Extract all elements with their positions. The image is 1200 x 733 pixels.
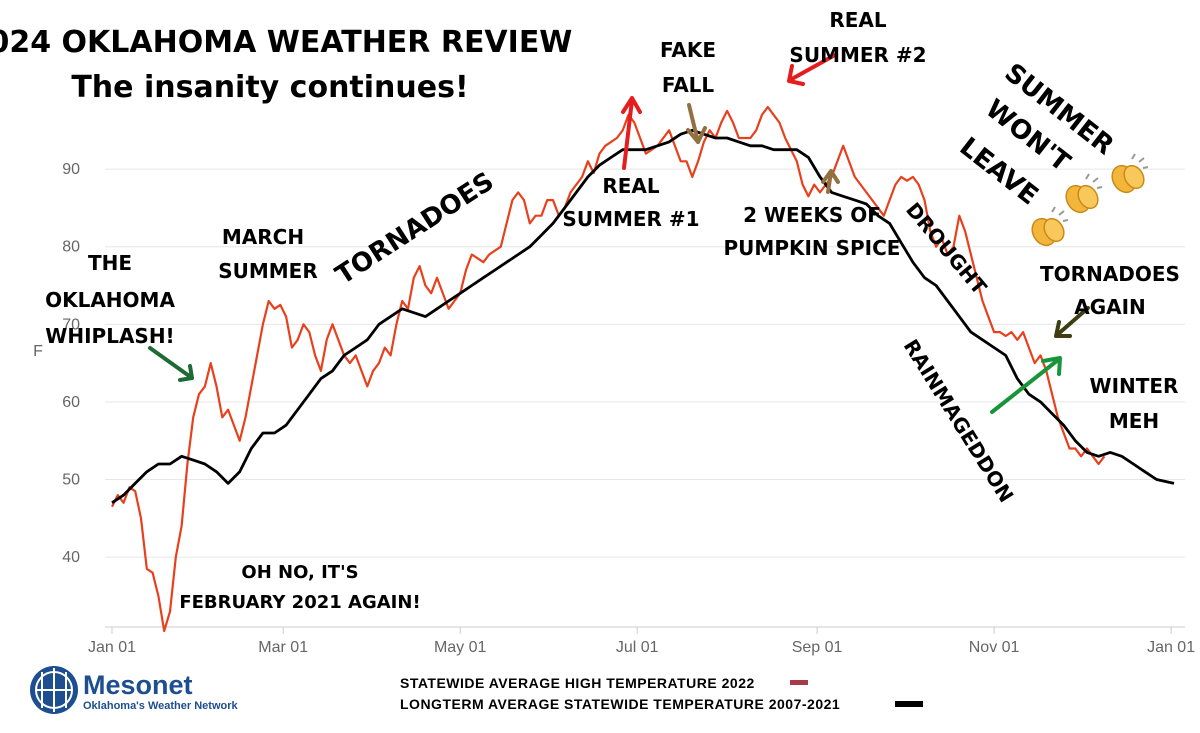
legend: STATEWIDE AVERAGE HIGH TEMPERATURE 2022 … [400, 675, 923, 712]
series-line-longterm-average [111, 128, 1175, 504]
chart-subtitle: The insanity continues! [71, 70, 468, 105]
annotation-march-2: SUMMER [218, 259, 318, 283]
legend-actual-label: STATEWIDE AVERAGE HIGH TEMPERATURE 2022 [400, 675, 755, 691]
annotation-february-2: FEBRUARY 2021 AGAIN! [179, 592, 420, 613]
x-tick-label: May 01 [434, 639, 487, 656]
mesonet-logo: Mesonet Oklahoma's Weather Network [30, 666, 239, 714]
x-tick-label: Sep 01 [792, 639, 843, 656]
annotation-pumpkin-2: PUMPKIN SPICE [724, 236, 901, 260]
annotation-whiplash-3: WHIPLASH! [45, 324, 174, 348]
annotation-winter-1: WINTER [1090, 374, 1179, 398]
annotation-summer1-2: SUMMER #1 [562, 207, 699, 231]
annotation-rainmageddon: RAINMAGEDDON [899, 335, 1019, 507]
y-tick-label: 50 [62, 472, 80, 489]
y-tick-label: 40 [62, 549, 80, 566]
legend-actual-swatch [790, 680, 808, 685]
legend-longterm-label: LONGTERM AVERAGE STATEWIDE TEMPERATURE 2… [400, 696, 840, 712]
logo-name: Mesonet [83, 670, 193, 700]
x-tick-labels: Jan 01 Mar 01 May 01 Jul 01 Sep 01 Nov 01 Jan … [88, 639, 1195, 656]
x-tick-label: Jan 01 [88, 639, 136, 656]
pumpkin-arrow [821, 169, 840, 194]
rainmageddon-arrow [990, 356, 1062, 414]
x-tick-label: Jul 01 [616, 639, 659, 656]
y-tick-label: 80 [62, 239, 80, 256]
x-tick-label: Mar 01 [258, 639, 308, 656]
whiplash-arrow [148, 346, 194, 382]
annotation-february-1: OH NO, IT'S [241, 562, 358, 583]
y-gridlines [105, 168, 1185, 558]
annotation-whiplash-2: OKLAHOMA [45, 288, 175, 312]
y-tick-label: 70 [62, 316, 80, 333]
summer2-arrow [787, 53, 837, 86]
logo-tagline: Oklahoma's Weather Network [83, 700, 239, 712]
annotation-winter-2: MEH [1109, 409, 1159, 433]
y-tick-label: 60 [62, 394, 80, 411]
y-tick-label: 90 [62, 161, 80, 178]
series-lines [111, 105, 1175, 632]
x-tick-label: Jan 01 [1147, 639, 1195, 656]
summer1-arrow [621, 96, 642, 170]
annotation-march-1: MARCH [222, 225, 304, 249]
y-axis-label: F [33, 343, 43, 360]
fake-fall-arrow [686, 103, 707, 144]
annotation-summer2-2: SUMMER #2 [789, 43, 926, 67]
annotation-tornadoes-again-2: AGAIN [1074, 295, 1146, 319]
annotation-fake-fall-1: FAKE [660, 38, 716, 62]
x-axis [105, 626, 1185, 634]
tornadoes-again-arrow [1054, 306, 1090, 338]
chart-title: 2024 OKLAHOMA WEATHER REVIEW [0, 25, 572, 60]
clapping-hands-icon [1031, 153, 1149, 247]
annotation-drought: DROUGHT [901, 198, 992, 300]
annotation-summer2-1: REAL [829, 8, 887, 32]
annotation-arrows [148, 53, 1090, 414]
x-tick-label: Nov 01 [969, 639, 1020, 656]
annotation-pumpkin-1: 2 WEEKS OF [743, 203, 881, 227]
annotation-tornadoes: TORNADOES [330, 167, 499, 291]
annotation-whiplash-1: THE [88, 251, 132, 275]
annotation-tornadoes-again-1: TORNADOES [1040, 262, 1180, 286]
legend-longterm-swatch [895, 701, 923, 707]
y-tick-labels: 40 50 60 70 80 90 [62, 161, 80, 566]
annotation-fake-fall-2: FALL [662, 73, 715, 97]
series-line-2024-high [111, 105, 1106, 632]
annotation-summer1-1: REAL [602, 174, 660, 198]
